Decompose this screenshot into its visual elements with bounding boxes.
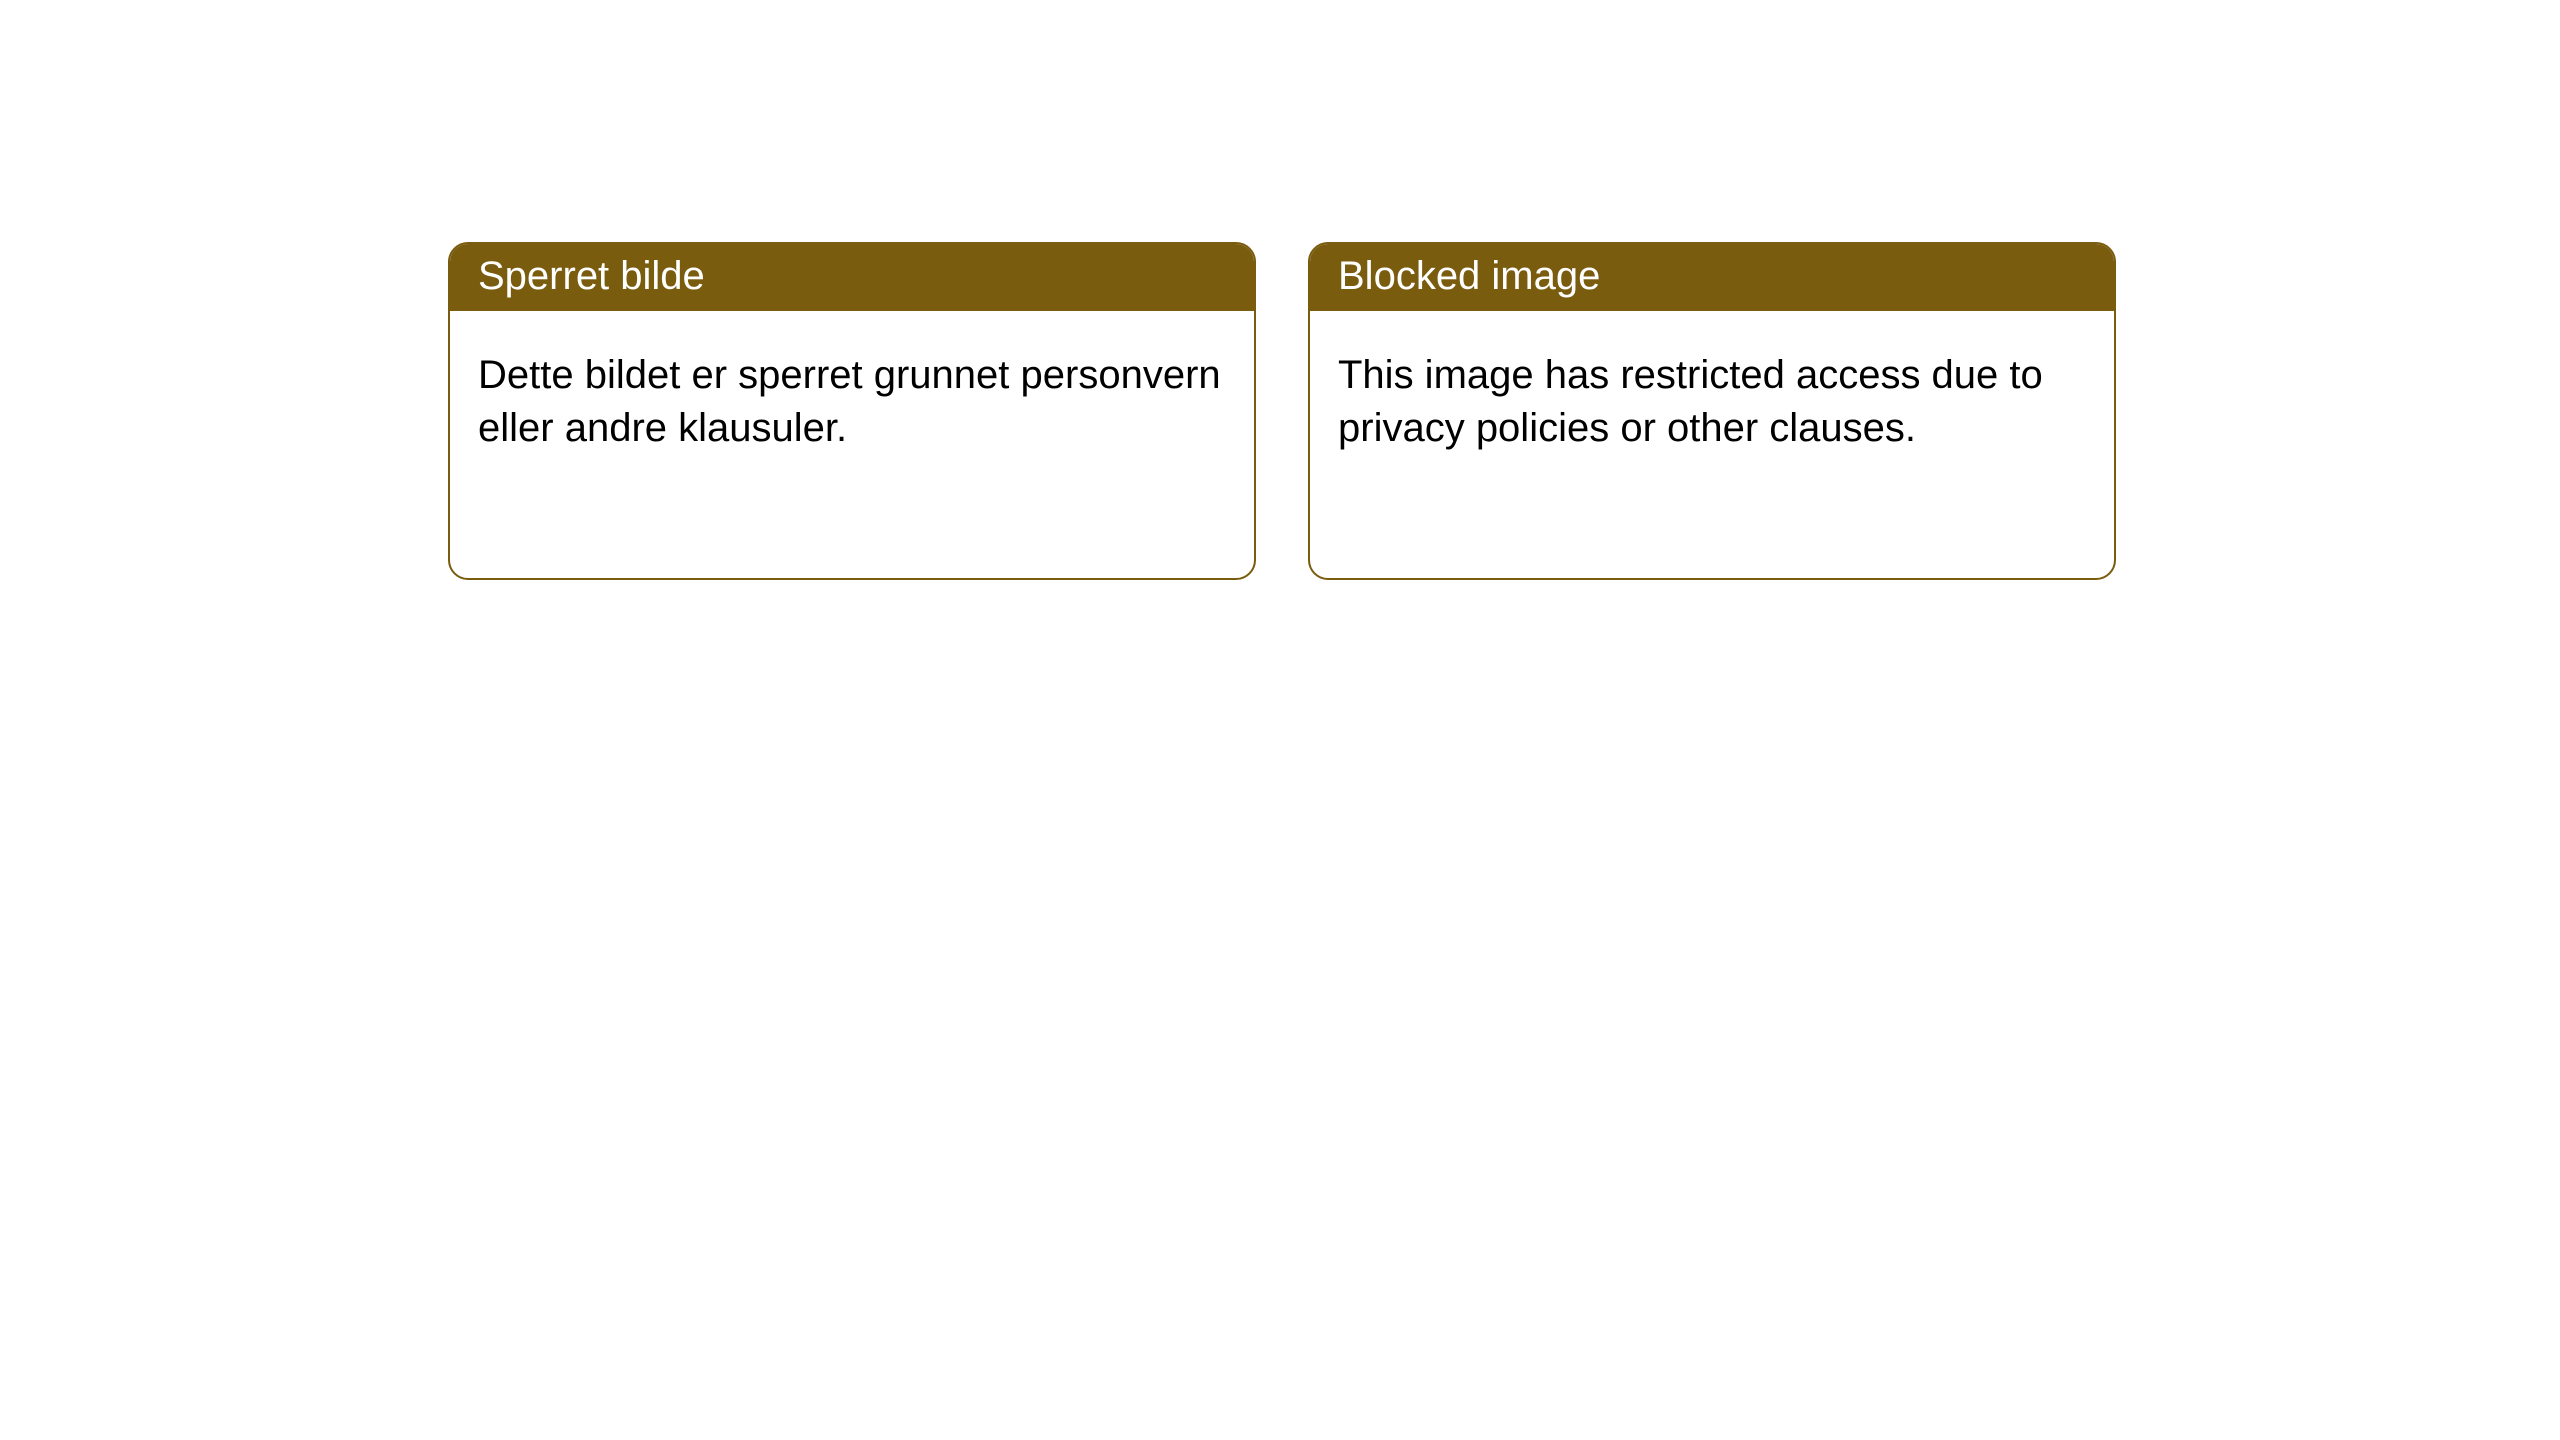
blocked-image-card-no: Sperret bilde Dette bildet er sperret gr…: [448, 242, 1256, 580]
card-header-no: Sperret bilde: [450, 244, 1254, 311]
blocked-image-cards: Sperret bilde Dette bildet er sperret gr…: [448, 242, 2116, 580]
card-body-en: This image has restricted access due to …: [1310, 311, 2114, 493]
card-text-no: Dette bildet er sperret grunnet personve…: [478, 353, 1221, 450]
card-title-no: Sperret bilde: [478, 254, 705, 298]
card-text-en: This image has restricted access due to …: [1338, 353, 2043, 450]
card-title-en: Blocked image: [1338, 254, 1600, 298]
blocked-image-card-en: Blocked image This image has restricted …: [1308, 242, 2116, 580]
card-header-en: Blocked image: [1310, 244, 2114, 311]
card-body-no: Dette bildet er sperret grunnet personve…: [450, 311, 1254, 493]
